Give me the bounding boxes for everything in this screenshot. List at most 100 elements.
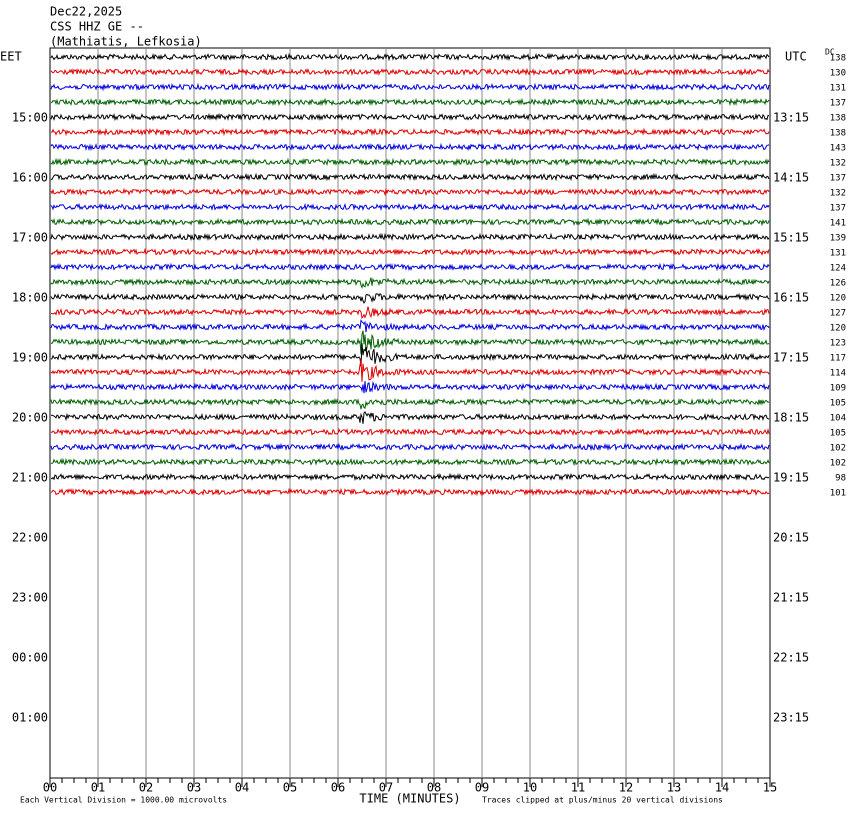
left-time: 21:00 [12,471,48,485]
trace [50,359,770,382]
left-time: 00:00 [12,651,48,665]
left-time: 20:00 [12,411,48,425]
dc-value: 117 [830,354,846,364]
dc-value: 138 [830,114,846,124]
trace [50,97,770,107]
clip-note: Traces clipped at plus/minus 20 vertical… [482,796,723,805]
x-tick-label: 05 [283,781,297,795]
right-zone: UTC [785,50,807,64]
left-time: 01:00 [12,711,48,725]
dc-value: 102 [830,459,846,469]
dc-value: 139 [830,234,846,244]
right-time: 18:15 [773,411,809,425]
dc-value: 138 [830,129,846,139]
trace [50,157,770,167]
dc-value: 143 [830,144,846,154]
x-tick-label: 02 [139,781,153,795]
x-tick-label: 00 [43,781,57,795]
right-time: 20:15 [773,531,809,545]
left-time: 23:00 [12,591,48,605]
trace [50,82,770,92]
dc-value: 137 [830,174,846,184]
x-tick-label: 13 [667,781,681,795]
x-tick-label: 14 [715,781,729,795]
trace [50,142,770,152]
trace [50,472,770,482]
trace [50,67,770,77]
trace [50,343,770,367]
right-time: 15:15 [773,231,809,245]
trace [50,232,770,242]
trace [50,262,770,272]
dc-label: DC [825,48,835,57]
x-title: TIME (MINUTES) [359,792,460,806]
x-tick-label: 04 [235,781,249,795]
trace [50,172,770,182]
right-time: 17:15 [773,351,809,365]
right-time: 21:15 [773,591,809,605]
right-time: 22:15 [773,651,809,665]
trace [50,319,770,333]
right-time: 16:15 [773,291,809,305]
dc-value: 114 [830,369,846,379]
dc-value: 98 [835,474,846,484]
trace [50,217,770,227]
trace [50,410,770,424]
trace [50,442,770,452]
trace [50,330,770,355]
trace [50,380,770,394]
dc-value: 120 [830,324,846,334]
x-tick-label: 07 [379,781,393,795]
trace [51,306,770,319]
x-tick-label: 03 [187,781,201,795]
date: Dec22,2025 [50,5,122,19]
scale-note: Each Vertical Division = 1000.00 microvo… [20,796,227,805]
left-time: 18:00 [12,291,48,305]
trace [50,52,770,62]
dc-value: 130 [830,69,846,79]
dc-value: 102 [830,444,846,454]
dc-value: 131 [830,249,846,259]
x-tick-label: 11 [571,781,585,795]
dc-value: 109 [830,384,846,394]
right-time: 14:15 [773,171,809,185]
x-tick-label: 01 [91,781,105,795]
dc-value: 101 [830,489,846,499]
trace [50,127,770,137]
left-time: 22:00 [12,531,48,545]
dc-value: 138 [830,54,846,64]
trace [50,277,770,289]
dc-value: 105 [830,399,846,409]
trace [50,487,770,497]
left-zone: EET [0,50,22,64]
dc-value: 120 [830,294,846,304]
station: CSS HHZ GE -- [50,20,144,34]
dc-value: 105 [830,429,846,439]
dc-value: 141 [830,219,846,229]
left-time: 17:00 [12,231,48,245]
trace [50,112,770,122]
dc-value: 137 [830,204,846,214]
x-tick-label: 10 [523,781,537,795]
right-time: 23:15 [773,711,809,725]
x-tick-label: 09 [475,781,489,795]
trace [50,247,770,257]
dc-value: 132 [830,159,846,169]
trace [50,397,770,410]
dc-value: 132 [830,189,846,199]
left-time: 16:00 [12,171,48,185]
x-tick-label: 06 [331,781,345,795]
trace [50,292,770,304]
dc-value: 137 [830,99,846,109]
trace [50,457,770,467]
right-time: 13:15 [773,111,809,125]
trace [50,202,770,212]
x-tick-label: 12 [619,781,633,795]
right-time: 19:15 [773,471,809,485]
x-tick-label: 15 [763,781,777,795]
dc-value: 126 [830,279,846,289]
left-time: 19:00 [12,351,48,365]
